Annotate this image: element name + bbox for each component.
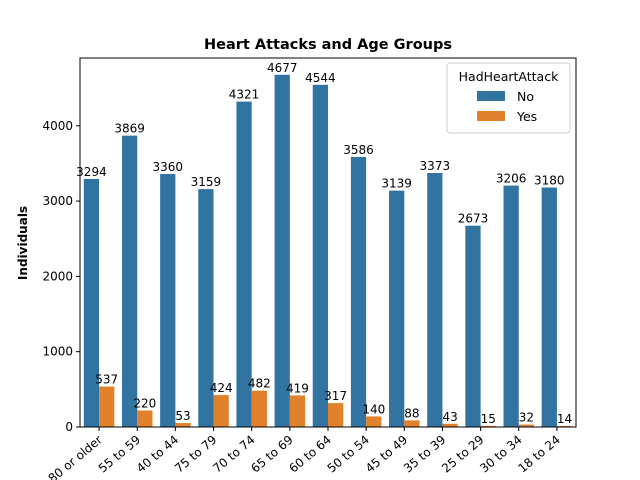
data-label-yes-2: 53 xyxy=(175,409,190,423)
x-tick-label-9: 35 to 39 xyxy=(401,433,448,476)
bar-yes-5 xyxy=(289,395,306,427)
bar-no-4 xyxy=(236,101,252,428)
legend-label-yes: Yes xyxy=(516,109,537,124)
data-label-yes-12: 14 xyxy=(557,412,572,426)
x-tick-label-3: 75 to 79 xyxy=(172,433,219,476)
x-tick-label-0: 80 or older xyxy=(46,433,105,480)
bars-layer xyxy=(83,74,573,428)
bar-no-1 xyxy=(121,135,138,427)
data-label-yes-8: 88 xyxy=(404,406,419,420)
bar-no-3 xyxy=(198,189,214,427)
y-tick-label-2: 2000 xyxy=(42,269,73,283)
bar-yes-2 xyxy=(175,423,191,427)
y-tick-label-3: 3000 xyxy=(42,194,73,208)
bar-yes-8 xyxy=(404,420,420,427)
bar-no-11 xyxy=(503,185,519,427)
bar-yes-1 xyxy=(137,410,153,427)
legend-swatch-yes xyxy=(477,111,505,121)
data-labels-layer: 3294 3869 3360 3159 4321 4677 4544 3586 3139 3373… xyxy=(76,61,572,426)
data-label-no-5: 4677 xyxy=(267,61,298,75)
y-tick-label-4: 4000 xyxy=(42,119,73,133)
data-label-yes-4: 482 xyxy=(248,377,271,391)
y-tick-label-1: 1000 xyxy=(42,345,73,359)
data-label-no-8: 3139 xyxy=(381,177,412,191)
bar-yes-10 xyxy=(480,425,496,427)
bar-yes-0 xyxy=(99,386,115,427)
data-label-no-7: 3586 xyxy=(343,143,374,157)
data-label-yes-9: 43 xyxy=(442,410,457,424)
legend: HadHeartAttack No Yes xyxy=(446,62,571,134)
data-label-no-11: 3206 xyxy=(496,172,527,186)
legend-swatch-no xyxy=(477,91,505,101)
x-tick-label-12: 18 to 24 xyxy=(515,433,562,476)
bar-no-5 xyxy=(274,74,290,427)
legend-title: HadHeartAttack xyxy=(459,69,559,84)
data-label-no-0: 3294 xyxy=(76,165,107,179)
bar-no-12 xyxy=(541,187,557,427)
bar-no-10 xyxy=(465,225,481,427)
data-label-no-3: 3159 xyxy=(191,175,222,189)
data-label-yes-11: 32 xyxy=(519,411,534,425)
bar-no-0 xyxy=(83,178,100,427)
data-label-yes-0: 537 xyxy=(95,373,118,387)
data-label-yes-6: 317 xyxy=(324,389,347,403)
x-tick-label-1: 55 to 59 xyxy=(96,433,143,476)
bar-yes-3 xyxy=(213,395,229,427)
bar-yes-12 xyxy=(556,425,573,427)
bar-no-9 xyxy=(427,172,443,427)
data-label-yes-1: 220 xyxy=(133,396,156,410)
bar-yes-6 xyxy=(328,403,344,427)
data-label-no-2: 3360 xyxy=(152,160,183,174)
data-label-yes-7: 140 xyxy=(362,402,385,416)
x-tick-label-2: 40 to 44 xyxy=(134,433,181,476)
data-label-no-4: 4321 xyxy=(229,88,260,102)
x-tick-label-7: 50 to 54 xyxy=(325,433,372,476)
data-label-no-10: 2673 xyxy=(458,212,489,226)
data-label-yes-5: 419 xyxy=(286,381,309,395)
bar-no-7 xyxy=(350,156,367,427)
x-tick-label-4: 70 to 74 xyxy=(210,433,257,476)
data-label-yes-10: 15 xyxy=(481,412,496,426)
data-label-yes-3: 424 xyxy=(210,381,233,395)
chart-title: Heart Attacks and Age Groups xyxy=(204,37,452,53)
plot-frame xyxy=(79,57,577,428)
legend-label-no: No xyxy=(517,89,534,104)
data-label-no-6: 4544 xyxy=(305,71,336,85)
data-label-no-9: 3373 xyxy=(420,159,451,173)
bar-yes-7 xyxy=(366,416,382,427)
bar-no-8 xyxy=(389,190,405,427)
x-tick-label-5: 65 to 69 xyxy=(248,433,295,476)
x-tick-label-10: 25 to 29 xyxy=(439,433,486,476)
x-tick-label-6: 60 to 64 xyxy=(286,433,333,476)
bar-no-6 xyxy=(312,84,328,427)
y-tick-label-0: 0 xyxy=(65,420,73,434)
bar-no-2 xyxy=(160,173,176,427)
x-tick-label-11: 30 to 34 xyxy=(477,433,524,476)
bar-yes-11 xyxy=(518,424,535,427)
bar-yes-9 xyxy=(442,423,458,427)
y-axis: 0 1000 2000 3000 4000 xyxy=(42,119,80,434)
data-label-no-1: 3869 xyxy=(114,122,145,136)
x-tick-label-8: 45 to 49 xyxy=(363,433,410,476)
y-axis-label: Individuals xyxy=(16,206,30,280)
data-label-no-12: 3180 xyxy=(534,174,565,188)
bar-yes-4 xyxy=(251,390,267,427)
